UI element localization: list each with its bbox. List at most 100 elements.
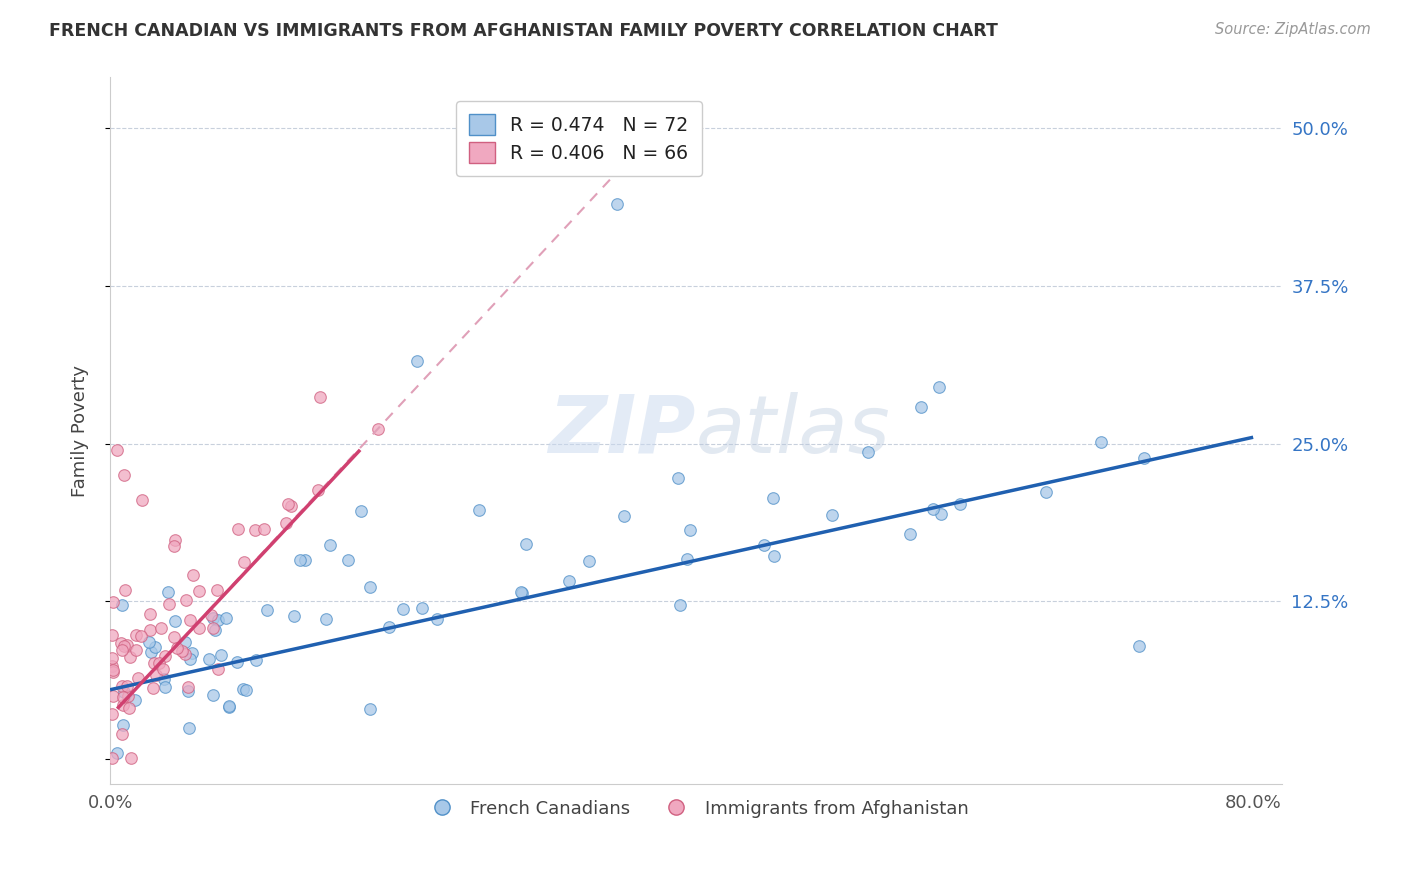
Point — [1035, 484, 1057, 499]
Point — [280, 500, 302, 514]
Point — [181, 646, 204, 660]
Point — [910, 400, 932, 414]
Point — [307, 483, 329, 497]
Point — [103, 665, 125, 679]
Point — [762, 491, 785, 505]
Point — [949, 497, 972, 511]
Point — [111, 727, 134, 741]
Point — [762, 549, 785, 563]
Point — [112, 468, 135, 483]
Point — [898, 527, 921, 541]
Point — [226, 522, 249, 536]
Point — [1090, 434, 1112, 449]
Point — [152, 662, 174, 676]
Point — [378, 619, 401, 633]
Point — [166, 640, 188, 655]
Point — [245, 653, 267, 667]
Point — [155, 680, 177, 694]
Point — [277, 497, 299, 511]
Point — [337, 553, 360, 567]
Point — [127, 671, 149, 685]
Point — [606, 196, 628, 211]
Point — [188, 584, 211, 599]
Point — [120, 751, 142, 765]
Point — [274, 516, 297, 530]
Y-axis label: Family Poverty: Family Poverty — [72, 365, 89, 497]
Point — [235, 683, 257, 698]
Point — [111, 690, 134, 704]
Point — [177, 684, 200, 698]
Point — [100, 627, 122, 641]
Point — [187, 621, 209, 635]
Point — [114, 582, 136, 597]
Point — [105, 442, 128, 457]
Point — [141, 645, 163, 659]
Point — [367, 422, 389, 436]
Point — [392, 601, 415, 615]
Point — [100, 751, 122, 765]
Point — [101, 664, 124, 678]
Point — [125, 628, 148, 642]
Point — [148, 656, 170, 670]
Point — [111, 599, 134, 613]
Point — [139, 607, 162, 621]
Point — [243, 523, 266, 537]
Point — [613, 509, 636, 524]
Point — [253, 522, 276, 536]
Point — [118, 700, 141, 714]
Point — [177, 680, 200, 694]
Point — [111, 643, 134, 657]
Point — [125, 643, 148, 657]
Point — [124, 693, 146, 707]
Point — [215, 611, 238, 625]
Point — [308, 390, 330, 404]
Point — [929, 507, 952, 521]
Point — [350, 504, 373, 518]
Point — [162, 539, 184, 553]
Point — [858, 445, 880, 459]
Point — [679, 523, 702, 537]
Point — [105, 746, 128, 760]
Point — [145, 668, 167, 682]
Point — [558, 574, 581, 588]
Point — [115, 638, 138, 652]
Text: ZIP: ZIP — [548, 392, 696, 470]
Point — [226, 655, 249, 669]
Point — [205, 582, 228, 597]
Point — [207, 613, 229, 627]
Point — [152, 672, 174, 686]
Point — [153, 649, 176, 664]
Point — [202, 611, 225, 625]
Point — [315, 612, 337, 626]
Point — [821, 508, 844, 522]
Text: FRENCH CANADIAN VS IMMIGRANTS FROM AFGHANISTAN FAMILY POVERTY CORRELATION CHART: FRENCH CANADIAN VS IMMIGRANTS FROM AFGHA… — [49, 22, 998, 40]
Point — [204, 623, 226, 637]
Point — [179, 721, 201, 735]
Point — [201, 621, 224, 635]
Legend: French Canadians, Immigrants from Afghanistan: French Canadians, Immigrants from Afghan… — [416, 792, 976, 825]
Point — [209, 648, 232, 663]
Point — [426, 612, 449, 626]
Point — [288, 553, 311, 567]
Point — [669, 599, 692, 613]
Point — [179, 652, 201, 666]
Point — [143, 640, 166, 654]
Text: atlas: atlas — [696, 392, 890, 470]
Point — [1132, 451, 1154, 466]
Point — [294, 553, 316, 567]
Text: Source: ZipAtlas.com: Source: ZipAtlas.com — [1215, 22, 1371, 37]
Point — [111, 698, 134, 712]
Point — [510, 585, 533, 599]
Point — [101, 595, 124, 609]
Point — [198, 652, 221, 666]
Point — [675, 551, 697, 566]
Point — [139, 623, 162, 637]
Point — [232, 555, 254, 569]
Point — [468, 503, 491, 517]
Point — [207, 662, 229, 676]
Point — [129, 629, 152, 643]
Point — [668, 471, 690, 485]
Point — [173, 647, 195, 661]
Point — [200, 607, 222, 622]
Point — [921, 501, 943, 516]
